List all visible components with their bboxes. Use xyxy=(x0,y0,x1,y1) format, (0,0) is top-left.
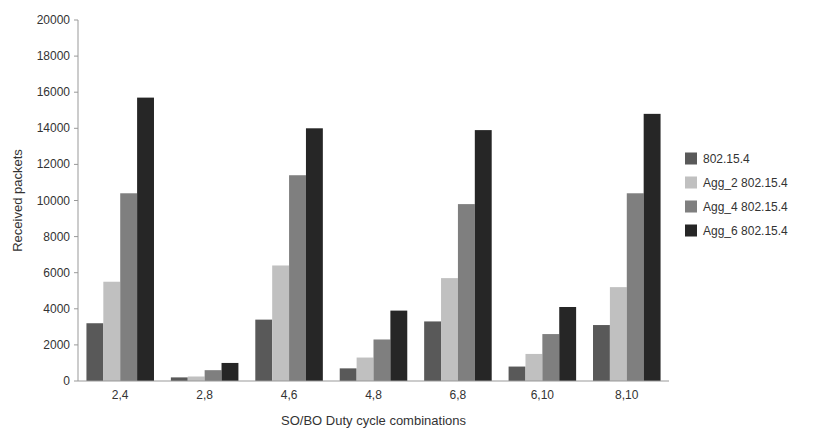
x-tick-label: 2,8 xyxy=(196,388,213,402)
bar xyxy=(610,287,627,381)
y-tick xyxy=(74,92,78,93)
bar xyxy=(222,363,239,381)
legend-swatch xyxy=(685,201,697,213)
bar xyxy=(627,193,644,381)
x-tick-label: 6,8 xyxy=(450,388,467,402)
y-tick-label: 12000 xyxy=(37,157,71,171)
y-tick-label: 4000 xyxy=(43,302,70,316)
bar xyxy=(357,358,374,381)
legend-label: Agg_2 802.15.4 xyxy=(703,176,788,190)
bar xyxy=(103,282,120,381)
bar xyxy=(458,204,475,381)
chart: 0 2000 4000 6000 8000 10000 12000 14000 16000 180… xyxy=(0,0,819,443)
axes: 0 2000 4000 6000 8000 10000 12000 14000 16000 180… xyxy=(37,13,669,402)
bar xyxy=(188,376,205,381)
bar xyxy=(441,278,458,381)
y-tick xyxy=(74,381,78,382)
bar xyxy=(86,323,103,381)
bar xyxy=(289,175,306,381)
y-tick-label: 2000 xyxy=(43,338,70,352)
y-tick-label: 16000 xyxy=(37,85,71,99)
x-axis-label: SO/BO Duty cycle combinations xyxy=(281,413,466,428)
bar xyxy=(542,334,559,381)
bar xyxy=(171,377,188,381)
legend-swatch xyxy=(685,225,697,237)
y-tick xyxy=(74,56,78,57)
bar xyxy=(559,307,576,381)
y-tick-label: 20000 xyxy=(37,13,71,27)
y-tick xyxy=(74,308,78,309)
bar xyxy=(525,354,542,381)
y-tick-label: 6000 xyxy=(43,266,70,280)
bar xyxy=(340,368,357,381)
y-tick-label: 10000 xyxy=(37,194,71,208)
bar xyxy=(120,193,137,381)
y-tick xyxy=(74,236,78,237)
y-tick-label: 8000 xyxy=(43,230,70,244)
y-tick-label: 14000 xyxy=(37,121,71,135)
y-tick xyxy=(74,272,78,273)
bar xyxy=(137,98,154,381)
y-axis-label: Received packets xyxy=(10,149,25,252)
y-tick xyxy=(74,344,78,345)
bar xyxy=(644,114,661,381)
legend: 802.15.4 Agg_2 802.15.4 Agg_4 802.15.4 Agg_… xyxy=(685,152,788,238)
y-tick xyxy=(74,200,78,201)
legend-swatch xyxy=(685,177,697,189)
bars xyxy=(86,98,660,381)
bar xyxy=(374,339,391,381)
x-tick-label: 4,6 xyxy=(281,388,298,402)
x-tick-label: 8,10 xyxy=(615,388,639,402)
legend-label: Agg_6 802.15.4 xyxy=(703,224,788,238)
x-tick-label: 6,10 xyxy=(531,388,555,402)
y-tick-label: 0 xyxy=(63,374,70,388)
bar xyxy=(475,130,492,381)
bar xyxy=(306,128,323,381)
x-axis-line xyxy=(78,381,669,382)
y-tick xyxy=(74,20,78,21)
bar xyxy=(390,311,407,381)
legend-swatch xyxy=(685,153,697,165)
y-tick-label: 18000 xyxy=(37,49,71,63)
y-tick xyxy=(74,164,78,165)
legend-label: 802.15.4 xyxy=(703,152,750,166)
bar xyxy=(205,370,222,381)
legend-label: Agg_4 802.15.4 xyxy=(703,200,788,214)
bar xyxy=(509,367,526,381)
x-tick-label: 2,4 xyxy=(112,388,129,402)
bar xyxy=(424,321,441,381)
bar xyxy=(255,320,272,381)
y-tick xyxy=(74,128,78,129)
x-tick-label: 4,8 xyxy=(365,388,382,402)
bar xyxy=(272,265,289,381)
bar xyxy=(593,325,610,381)
